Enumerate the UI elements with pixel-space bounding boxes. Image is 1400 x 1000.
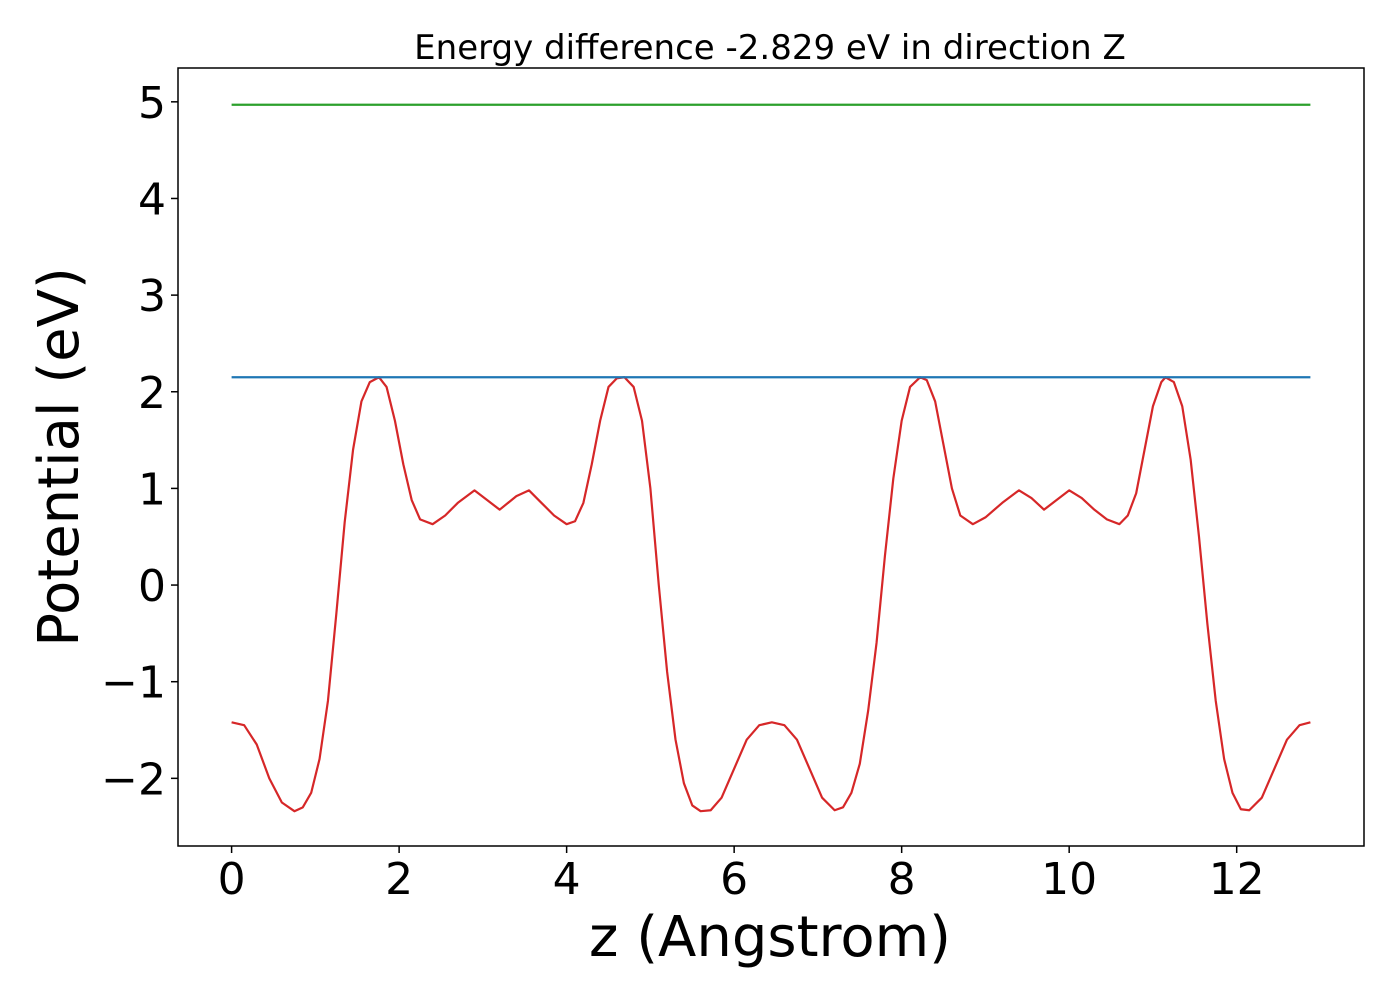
x-tick-label: 12	[1209, 854, 1265, 905]
y-tick-label: −2	[101, 754, 166, 805]
x-tick-label: 6	[720, 854, 748, 905]
x-tick-label: 4	[553, 854, 581, 905]
chart-title: Energy difference -2.829 eV in direction…	[414, 28, 1126, 68]
y-tick-label: 0	[138, 561, 166, 612]
y-tick-label: 4	[138, 174, 166, 225]
x-axis: 0 2 4 6 8 10 12	[218, 846, 1265, 905]
plot-frame	[177, 67, 1365, 847]
y-axis-label: Potential (eV)	[27, 267, 92, 647]
x-tick-label: 8	[888, 854, 916, 905]
x-tick-label: 2	[385, 854, 413, 905]
x-tick-label: 0	[218, 854, 246, 905]
y-tick-label: 2	[138, 368, 166, 419]
y-axis: −2 −1 0 1 2 3 4 5	[101, 78, 178, 805]
x-axis-label: z (Angstrom)	[589, 905, 951, 970]
series-line-0	[231, 376, 1311, 813]
y-tick-label: −1	[101, 658, 166, 709]
y-tick-label: 3	[138, 271, 166, 322]
y-tick-label: 5	[138, 78, 166, 129]
x-tick-label: 10	[1041, 854, 1097, 905]
y-tick-label: 1	[138, 464, 166, 515]
series-layer	[231, 103, 1311, 813]
